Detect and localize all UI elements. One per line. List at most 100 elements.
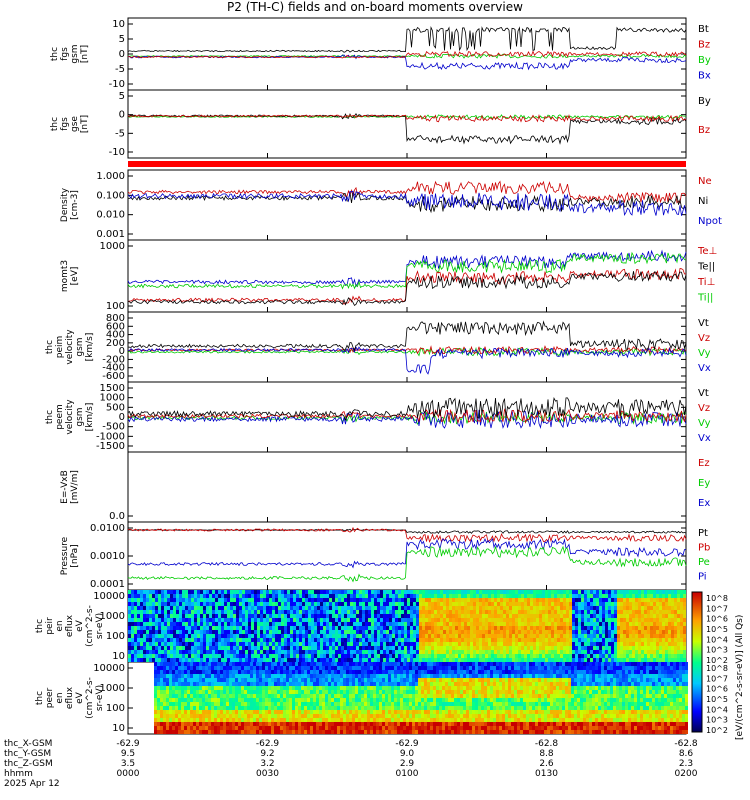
spec-cell [232, 702, 235, 706]
spec-cell [308, 630, 311, 634]
spec-cell [304, 674, 307, 678]
spec-cell [485, 594, 488, 598]
spec-cell [626, 658, 629, 662]
spec-cell [611, 606, 614, 610]
spec-cell [202, 694, 205, 698]
spec-cell [677, 658, 680, 662]
spec-cell [347, 594, 350, 598]
legend-entry: Ni [698, 196, 708, 207]
spec-cell [178, 718, 181, 722]
spec-cell [569, 634, 572, 638]
spec-cell [506, 646, 509, 650]
spec-cell [521, 614, 524, 618]
spec-cell [379, 666, 382, 670]
series-Ti-par [127, 251, 687, 290]
spec-cell [328, 690, 331, 694]
spec-cell [506, 618, 509, 622]
spec-cell [235, 698, 238, 702]
spec-cell [467, 658, 470, 662]
spec-cell [410, 614, 413, 618]
spec-cell [341, 594, 344, 598]
spec-cell [274, 726, 277, 730]
spec-cell [307, 674, 310, 678]
spec-cell [545, 634, 548, 638]
spec-cell [329, 658, 332, 662]
spec-cell [217, 674, 220, 678]
spec-cell [260, 634, 263, 638]
spec-cell [638, 650, 641, 654]
spec-cell [383, 630, 386, 634]
spec-cell [419, 598, 422, 602]
spec-cell [172, 730, 175, 734]
spec-cell [382, 722, 385, 726]
spec-cell [245, 646, 248, 650]
spec-cell [217, 670, 220, 674]
spec-cell [242, 658, 245, 662]
spec-cell [191, 602, 194, 606]
spec-cell [521, 638, 524, 642]
spec-cell [217, 694, 220, 698]
spec-cell [349, 682, 352, 686]
spec-cell [470, 590, 473, 594]
spec-cell [674, 590, 677, 594]
spec-cell [509, 638, 512, 642]
spec-cell [578, 594, 581, 598]
chart-title: P2 (TH-C) fields and on-board moments ov… [227, 0, 523, 14]
spec-cell [169, 682, 172, 686]
spec-cell [605, 610, 608, 614]
spec-cell [383, 622, 386, 626]
spec-cell [404, 634, 407, 638]
spec-cell [290, 590, 293, 594]
spec-cell [251, 622, 254, 626]
spec-cell [367, 726, 370, 730]
spec-cell [380, 614, 383, 618]
spec-cell [224, 610, 227, 614]
spec-cell [320, 622, 323, 626]
spec-cell [370, 674, 373, 678]
spec-cell [485, 614, 488, 618]
spec-cell [539, 618, 542, 622]
spec-cell [250, 678, 253, 682]
spec-cell [467, 614, 470, 618]
spec-cell [599, 654, 602, 658]
spec-cell [539, 606, 542, 610]
spec-cell [629, 606, 632, 610]
spec-cell [167, 650, 170, 654]
spec-cell [620, 634, 623, 638]
spec-cell [584, 630, 587, 634]
spec-cell [542, 630, 545, 634]
spec-cell [557, 622, 560, 626]
spec-cell [620, 614, 623, 618]
spec-cell [176, 618, 179, 622]
spec-cell [209, 618, 212, 622]
spec-cell [491, 602, 494, 606]
spec-cell [365, 646, 368, 650]
spec-cell [317, 630, 320, 634]
spec-cell [545, 590, 548, 594]
spec-cell [308, 594, 311, 598]
spec-cell [319, 702, 322, 706]
spec-cell [382, 718, 385, 722]
spec-cell [296, 626, 299, 630]
spec-cell [181, 674, 184, 678]
spec-cell [629, 614, 632, 618]
spec-cell [683, 634, 686, 638]
spec-cell [175, 682, 178, 686]
spec-cell [271, 674, 274, 678]
spec-cell [674, 650, 677, 654]
spec-cell [245, 630, 248, 634]
spec-cell [202, 706, 205, 710]
spec-cell [500, 634, 503, 638]
spec-cell [257, 606, 260, 610]
spec-cell [629, 602, 632, 606]
spec-cell [626, 590, 629, 594]
spec-cell [668, 606, 671, 610]
spec-cell [530, 650, 533, 654]
spec-cell [205, 710, 208, 714]
spec-cell [614, 598, 617, 602]
spec-cell [200, 610, 203, 614]
spec-cell [298, 730, 301, 734]
spec-cell [304, 670, 307, 674]
spec-cell [200, 622, 203, 626]
spec-cell [566, 638, 569, 642]
